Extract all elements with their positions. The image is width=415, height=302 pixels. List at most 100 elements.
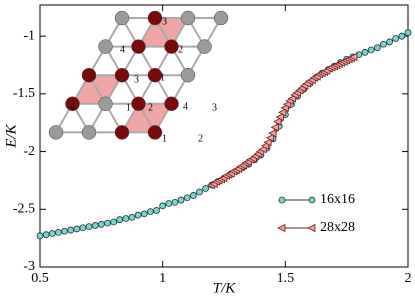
data-marker	[116, 216, 124, 224]
y-axis-label: E/K	[3, 123, 19, 148]
data-marker	[373, 44, 381, 52]
inset-atom	[147, 67, 163, 83]
inset-label: 4	[183, 101, 188, 112]
legend-label: 28x28	[320, 220, 355, 235]
data-marker	[386, 38, 394, 46]
data-marker	[278, 196, 286, 204]
data-marker	[128, 213, 136, 221]
inset-label: 1	[160, 72, 165, 83]
inset-label: 4	[120, 44, 125, 55]
data-marker	[48, 230, 56, 237]
inset-atom	[131, 39, 146, 54]
data-marker	[146, 208, 154, 215]
y-tick-label: -1.5	[13, 86, 35, 101]
data-marker	[308, 196, 316, 204]
data-marker	[349, 52, 358, 62]
data-marker	[165, 200, 173, 207]
inset-atom	[131, 96, 146, 112]
inset-atom	[81, 125, 97, 140]
data-marker	[55, 228, 62, 236]
y-tick-label: -3	[23, 259, 35, 274]
data-marker	[361, 48, 369, 56]
inset-plaquette	[138, 18, 172, 47]
inset-atom	[197, 39, 212, 54]
inset-atom	[147, 125, 163, 140]
data-marker	[392, 35, 400, 42]
plot-frame	[39, 4, 409, 268]
inset-atom	[213, 10, 229, 26]
inset-label: 2	[178, 44, 183, 55]
data-marker	[91, 222, 99, 229]
inset-atom	[48, 125, 64, 140]
data-marker	[398, 32, 406, 40]
x-tick-label: 1.5	[277, 271, 295, 286]
inset-label: 2	[198, 133, 203, 144]
data-marker	[61, 227, 68, 235]
inset-atom	[98, 39, 113, 54]
inset-label: 3	[134, 74, 139, 85]
inset-atom	[114, 10, 130, 26]
inset-atom	[180, 10, 196, 26]
y-tick-label: -2.5	[13, 202, 35, 217]
inset-atom	[65, 96, 80, 112]
inset-atom	[180, 67, 196, 83]
data-marker	[73, 225, 81, 233]
data-marker	[171, 198, 179, 206]
inset-label: 1	[162, 133, 167, 144]
inset-lattice: 3 4 2 1 3 2 4 1 4 3 1 2	[48, 10, 229, 144]
data-marker	[42, 231, 50, 239]
data-marker	[183, 194, 191, 202]
data-marker	[79, 224, 87, 232]
x-axis-label: T/K	[213, 280, 237, 296]
y-tick-label: -2	[23, 144, 35, 159]
inset-atom	[98, 96, 113, 112]
inset-label: 1	[126, 102, 131, 113]
data-marker	[97, 220, 105, 228]
y-tick-label: -1	[23, 28, 35, 43]
data-marker	[263, 138, 272, 147]
data-marker	[159, 202, 167, 210]
data-marker	[85, 223, 93, 231]
data-marker	[307, 223, 316, 233]
x-tick-label: 2	[405, 271, 412, 286]
inset-atom	[114, 125, 130, 140]
inset-label: 3	[162, 16, 167, 27]
data-marker	[277, 108, 287, 117]
data-marker	[367, 46, 375, 54]
data-marker	[67, 226, 75, 234]
data-marker	[277, 223, 286, 233]
data-marker	[404, 29, 412, 37]
data-marker	[273, 117, 282, 126]
data-marker	[275, 112, 284, 122]
inset-atom	[164, 96, 179, 112]
series-line	[211, 56, 355, 186]
data-marker	[122, 215, 130, 222]
data-marker	[265, 133, 275, 142]
data-marker	[134, 211, 142, 219]
data-marker	[270, 123, 279, 132]
legend-label: 16x16	[320, 192, 355, 207]
data-marker	[196, 188, 203, 196]
data-marker	[153, 207, 160, 214]
data-marker	[177, 196, 185, 204]
inset-atom	[164, 39, 179, 54]
inset-plaquette	[155, 18, 188, 47]
data-marker	[202, 185, 210, 192]
inset-label: 2	[148, 102, 153, 113]
data-marker	[380, 40, 387, 48]
data-marker	[140, 210, 148, 218]
x-tick-label: 0.5	[31, 271, 49, 286]
data-marker	[268, 128, 277, 138]
data-marker	[189, 192, 197, 199]
inset-atom	[114, 67, 130, 83]
data-marker	[104, 219, 111, 227]
inset-label: 4	[70, 101, 75, 112]
data-marker	[36, 232, 44, 240]
inset-atom	[81, 67, 97, 83]
inset-label: 3	[212, 102, 217, 113]
x-tick-label: 1	[159, 271, 166, 286]
inset-atom	[147, 10, 163, 26]
data-marker	[110, 218, 117, 226]
